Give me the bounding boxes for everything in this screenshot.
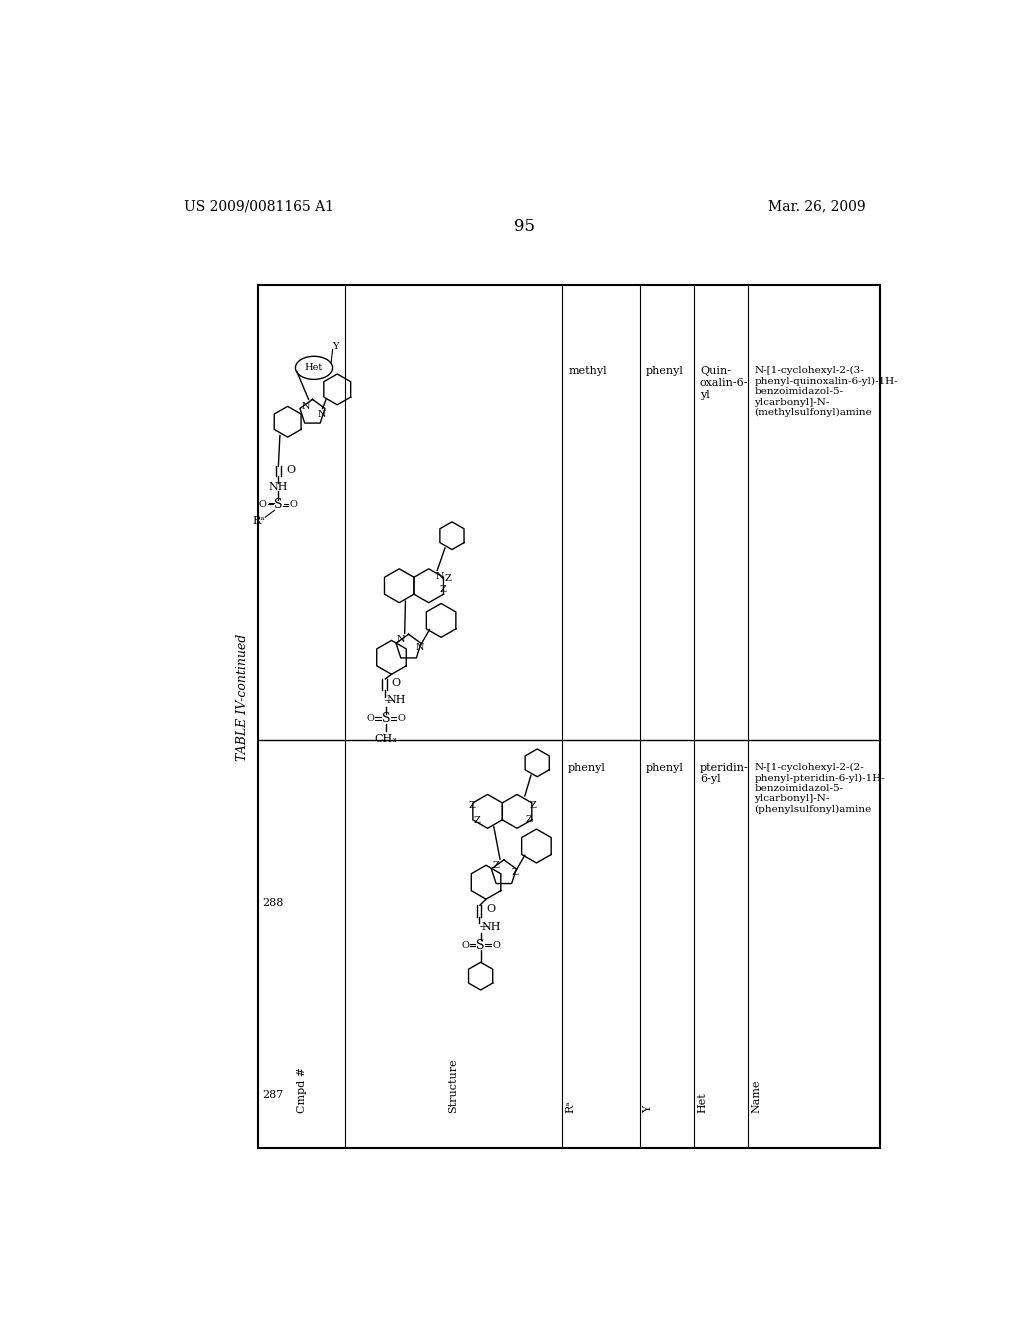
Text: O: O [259,500,267,508]
Text: O: O [461,941,469,950]
Text: S: S [382,713,390,726]
Text: Z: Z [444,574,452,582]
Text: Het: Het [305,363,324,372]
Text: NH: NH [481,921,501,932]
Text: N: N [396,635,406,644]
Text: Quin-
oxalin-6-
yl: Quin- oxalin-6- yl [700,367,749,400]
Text: US 2009/0081165 A1: US 2009/0081165 A1 [183,199,334,213]
Text: N: N [435,572,443,581]
Text: Structure: Structure [449,1059,459,1113]
Text: Rᵃ: Rᵃ [566,1101,575,1113]
Text: phenyl: phenyl [646,367,684,376]
Text: Name: Name [752,1080,762,1113]
Text: S: S [476,939,485,952]
Text: Het: Het [697,1093,708,1113]
Text: pteridin-
6-yl: pteridin- 6-yl [700,763,749,784]
Text: O: O [290,500,298,508]
Text: O: O [397,714,406,723]
Text: O: O [493,941,500,950]
Text: N: N [302,401,310,411]
Text: TABLE IV-continued: TABLE IV-continued [237,634,249,762]
Text: NH: NH [387,696,407,705]
Text: O: O [286,465,295,475]
Text: N-[1-cyclohexyl-2-(3-
phenyl-quinoxalin-6-yl)-1H-
benzoimidazol-5-
ylcarbonyl]-N: N-[1-cyclohexyl-2-(3- phenyl-quinoxalin-… [755,367,898,417]
Text: Z: Z [469,801,475,809]
Text: phenyl: phenyl [646,763,684,772]
Text: NH: NH [268,482,288,492]
Text: Z: Z [473,816,480,825]
Text: S: S [274,498,283,511]
Text: 287: 287 [262,1090,284,1100]
Text: CH₃: CH₃ [375,734,397,744]
Text: 288: 288 [262,898,284,908]
Text: Mar. 26, 2009: Mar. 26, 2009 [768,199,866,213]
Text: Rᵃ: Rᵃ [253,516,265,527]
Text: Z: Z [529,801,536,809]
Text: Y: Y [643,1106,653,1113]
Text: methyl: methyl [568,367,607,376]
Text: N-[1-cyclohexyl-2-(2-
phenyl-pteridin-6-yl)-1H-
benzoimidazol-5-
ylcarbonyl]-N-
: N-[1-cyclohexyl-2-(2- phenyl-pteridin-6-… [755,763,885,814]
Text: N: N [415,643,424,652]
Text: O: O [367,714,375,723]
Text: Y: Y [333,342,339,351]
Text: 95: 95 [514,218,536,235]
Text: O: O [391,677,400,688]
Text: Z: Z [526,814,532,824]
Text: Z: Z [493,861,500,870]
Text: N: N [317,409,326,418]
Text: Z: Z [439,585,446,594]
Text: O: O [486,904,496,915]
Text: phenyl: phenyl [568,763,606,772]
Text: Z: Z [511,869,518,878]
Text: Cmpd #: Cmpd # [297,1067,306,1113]
